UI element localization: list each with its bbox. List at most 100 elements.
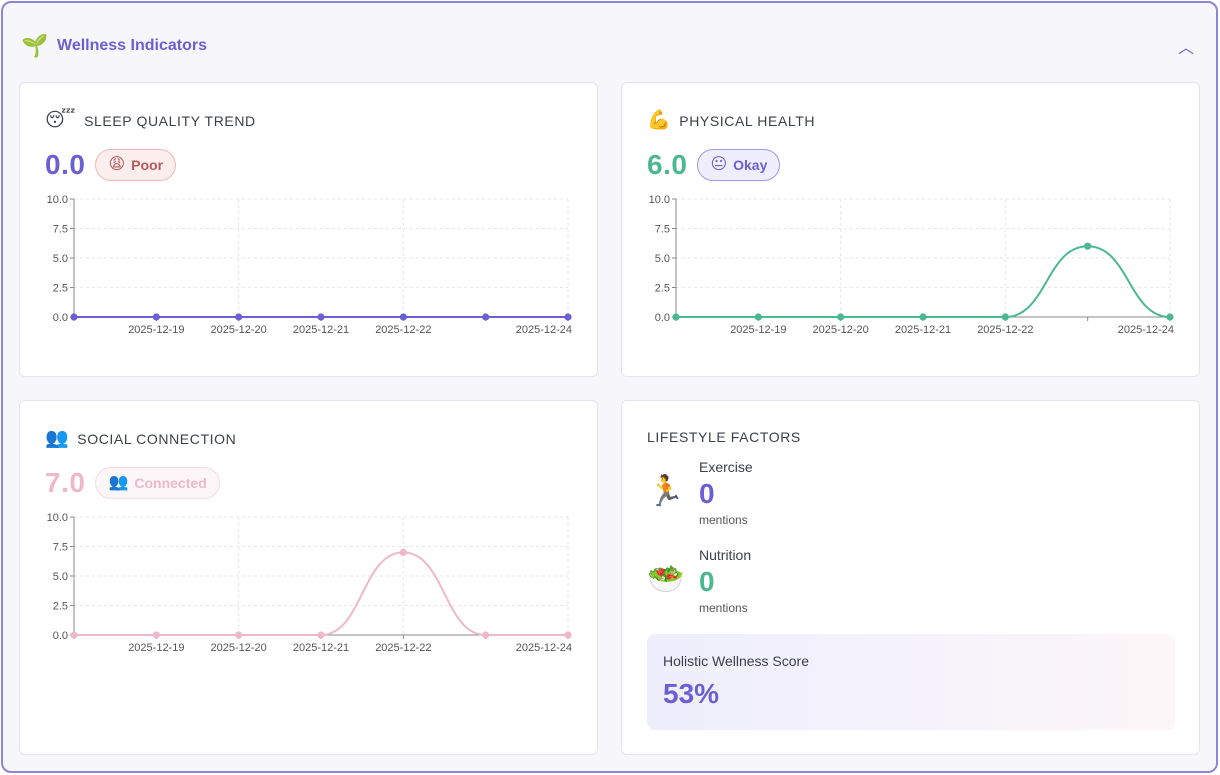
- collapse-chevron-icon[interactable]: ︿: [1177, 40, 1194, 57]
- y-tick-label: 0.0: [655, 312, 670, 324]
- people-icon: 👥: [108, 474, 129, 491]
- flexed-biceps-icon: 💪: [647, 110, 672, 131]
- y-tick-label: 2.5: [655, 283, 670, 295]
- card-title: 😴 SLEEP QUALITY TREND: [45, 111, 256, 130]
- data-point: [399, 548, 407, 556]
- x-tick-label: 2025-12-21: [293, 642, 349, 654]
- y-tick-label: 0.0: [53, 630, 68, 642]
- x-tick-label: 2025-12-22: [375, 324, 431, 336]
- data-point: [837, 313, 845, 321]
- people-icon: 👥: [45, 428, 70, 449]
- holistic-score-value: 53%: [663, 678, 720, 709]
- lifestyle-factors-card: LIFESTYLE FACTORS 🏃 Exercise 0 mentions …: [621, 400, 1200, 755]
- x-tick-label: 2025-12-24: [516, 324, 572, 336]
- y-tick-label: 7.5: [53, 542, 68, 554]
- nutrition-unit: mentions: [699, 601, 748, 615]
- y-tick-label: 10.0: [47, 512, 68, 524]
- physical-health-card: 💪 PHYSICAL HEALTH 6.0 😐 Okay 0.0 2.5 5.0 7.…: [621, 82, 1200, 377]
- lifestyle-title: LIFESTYLE FACTORS: [647, 429, 801, 445]
- x-tick-label: 2025-12-19: [128, 324, 184, 336]
- y-tick-label: 2.5: [53, 283, 68, 295]
- exercise-factor: 🏃 Exercise 0 mentions: [647, 459, 753, 527]
- data-point: [317, 313, 325, 321]
- data-point: [564, 313, 572, 321]
- social-score: 7.0: [45, 467, 86, 498]
- x-tick-label: 2025-12-21: [293, 324, 349, 336]
- x-tick-label: 2025-12-20: [211, 642, 267, 654]
- x-tick-label: 2025-12-19: [730, 324, 786, 336]
- status-badge: 😩 Poor: [95, 149, 177, 181]
- status-badge: 👥 Connected: [95, 467, 220, 499]
- data-point: [1001, 313, 1009, 321]
- x-tick-label: 2025-12-22: [375, 642, 431, 654]
- score-row: 6.0 😐 Okay: [647, 149, 781, 181]
- social-title: SOCIAL CONNECTION: [77, 430, 237, 447]
- y-tick-label: 0.0: [53, 312, 68, 324]
- panel-header[interactable]: 🌱 Wellness Indicators ︿: [21, 31, 1198, 61]
- x-tick-label: 2025-12-22: [977, 324, 1033, 336]
- sleep-title: SLEEP QUALITY TREND: [84, 112, 256, 129]
- exercise-count: 0: [699, 478, 715, 509]
- status-badge-label: Connected: [134, 475, 207, 491]
- data-point: [317, 631, 325, 639]
- x-tick-label: 2025-12-19: [128, 642, 184, 654]
- data-point: [754, 313, 762, 321]
- y-tick-label: 10.0: [649, 194, 670, 206]
- salad-icon: 🥗: [647, 563, 685, 596]
- sleeping-face-icon: 😴: [45, 110, 77, 131]
- y-tick-label: 5.0: [53, 571, 68, 583]
- y-tick-label: 7.5: [53, 224, 68, 236]
- y-tick-label: 10.0: [47, 194, 68, 206]
- x-tick-label: 2025-12-24: [1118, 324, 1174, 336]
- holistic-score-label: Holistic Wellness Score: [663, 653, 810, 669]
- x-tick-label: 2025-12-20: [211, 324, 267, 336]
- nutrition-factor: 🥗 Nutrition 0 mentions: [647, 547, 751, 615]
- data-point: [70, 313, 78, 321]
- social-connection-card: 👥 SOCIAL CONNECTION 7.0 👥 Connected 0.0 2…: [19, 400, 598, 755]
- weary-face-icon: 😩: [108, 156, 126, 173]
- status-badge-label: Poor: [131, 157, 164, 173]
- sleep-score: 0.0: [45, 149, 86, 180]
- exercise-label: Exercise: [699, 459, 753, 475]
- data-point: [235, 631, 243, 639]
- neutral-face-icon: 😐: [710, 156, 728, 173]
- x-tick-label: 2025-12-21: [895, 324, 951, 336]
- y-tick-label: 5.0: [655, 253, 670, 265]
- status-badge-label: Okay: [733, 157, 768, 173]
- y-tick-label: 5.0: [53, 253, 68, 265]
- physical-title: PHYSICAL HEALTH: [679, 112, 816, 129]
- series-line: [676, 245, 1171, 319]
- data-point: [672, 313, 680, 321]
- status-badge: 😐 Okay: [697, 149, 781, 181]
- card-title: 👥 SOCIAL CONNECTION: [45, 429, 236, 448]
- sleep-chart: 0.0 2.5 5.0 7.5 10.0 2025-12-19 2025-12-20 2025…: [47, 194, 572, 336]
- sprout-icon: 🌱: [21, 33, 49, 58]
- series-line: [74, 551, 568, 636]
- data-point: [70, 631, 78, 639]
- panel-title: Wellness Indicators: [57, 37, 207, 54]
- score-row: 0.0 😩 Poor: [45, 149, 177, 181]
- holistic-score-box: Holistic Wellness Score 53%: [647, 634, 1175, 730]
- nutrition-label: Nutrition: [699, 547, 752, 563]
- nutrition-count: 0: [699, 566, 715, 597]
- data-point: [152, 313, 160, 321]
- physical-score: 6.0: [647, 149, 688, 180]
- x-tick-label: 2025-12-24: [516, 642, 572, 654]
- sleep-quality-card: 😴 SLEEP QUALITY TREND 0.0 😩 Poor 0.0 2.5 5…: [19, 82, 598, 377]
- data-point: [399, 313, 407, 321]
- card-title: 💪 PHYSICAL HEALTH: [647, 111, 815, 130]
- data-point: [1084, 242, 1092, 250]
- social-chart: 0.0 2.5 5.0 7.5 10.0 2025-12-19 2025-12-20 2025…: [47, 512, 572, 654]
- data-point: [235, 313, 243, 321]
- physical-chart: 0.0 2.5 5.0 7.5 10.0 2025-12-19 2025-12-20 2025…: [649, 194, 1174, 336]
- data-point: [482, 631, 490, 639]
- y-tick-label: 7.5: [655, 224, 670, 236]
- data-point: [564, 631, 572, 639]
- data-point: [1166, 313, 1174, 321]
- x-tick-label: 2025-12-20: [813, 324, 869, 336]
- y-tick-label: 2.5: [53, 601, 68, 613]
- score-row: 7.0 👥 Connected: [45, 467, 220, 499]
- exercise-unit: mentions: [699, 513, 748, 527]
- data-point: [152, 631, 160, 639]
- data-point: [482, 313, 490, 321]
